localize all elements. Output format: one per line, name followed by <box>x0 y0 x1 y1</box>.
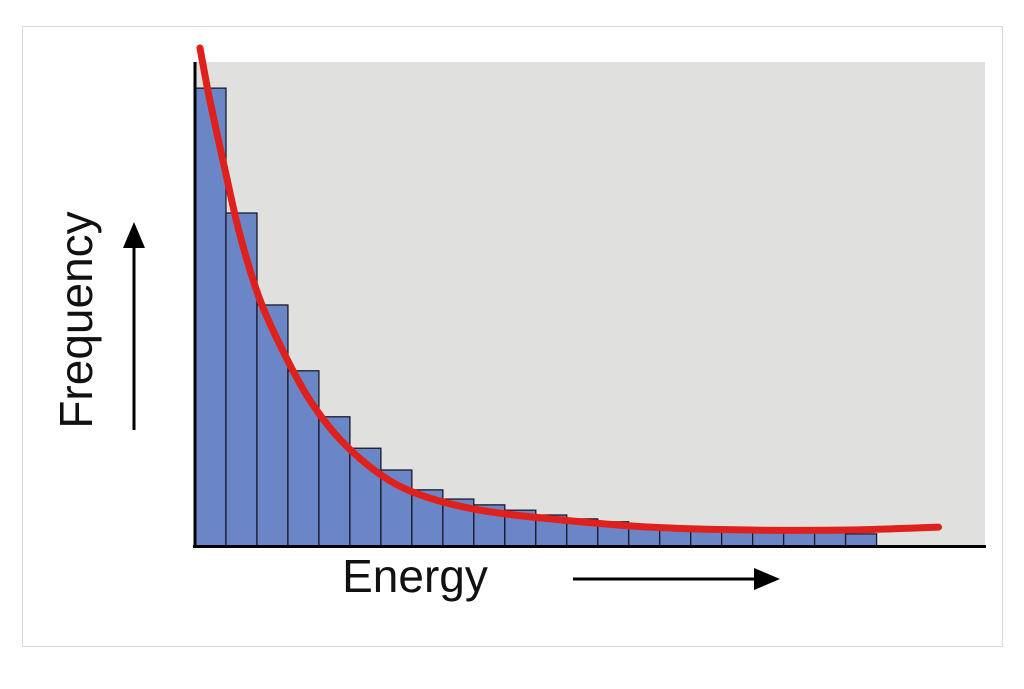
y-arrow-head <box>123 222 145 248</box>
fit-curve <box>196 44 943 534</box>
bar <box>844 533 878 547</box>
bar <box>256 304 289 547</box>
x-axis-label: Energy <box>342 550 488 602</box>
y-axis-label: Frequency <box>50 211 102 428</box>
bar <box>813 532 847 547</box>
marks <box>194 44 943 547</box>
bar <box>225 212 258 547</box>
bar <box>782 531 816 547</box>
bar <box>287 370 320 547</box>
x-arrow-head <box>754 568 780 590</box>
